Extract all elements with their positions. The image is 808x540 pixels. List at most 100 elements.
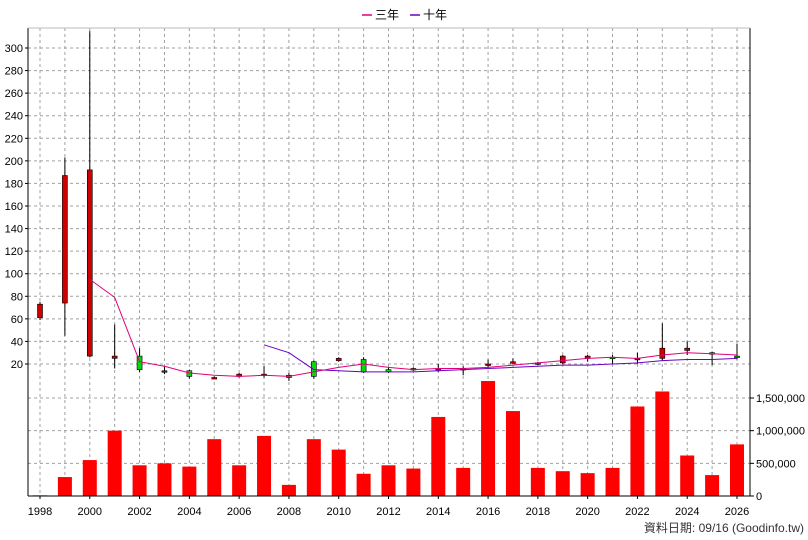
volume-bar-2022 — [630, 406, 645, 496]
volume-tick-label: 500,000 — [756, 458, 796, 470]
volume-tick-label: 1,000,000 — [756, 426, 805, 438]
candle-body — [360, 359, 367, 373]
candles — [37, 31, 740, 381]
candle-body — [485, 363, 491, 366]
volume-bar-2019 — [555, 471, 570, 496]
x-tick-label: 2014 — [426, 506, 450, 518]
legend: 三年 十年 — [362, 8, 447, 22]
volume-bar-2007 — [257, 435, 272, 496]
candle-2000 — [86, 31, 93, 358]
volume-bar-2014 — [431, 416, 446, 496]
candle-body — [111, 355, 118, 359]
price-tick-label: 180 — [5, 178, 23, 190]
candle-2002 — [136, 348, 143, 372]
volume-bar-2011 — [356, 473, 371, 496]
volume-bar-2008 — [281, 484, 296, 496]
volume-bars — [33, 381, 744, 497]
price-tick-label: 200 — [5, 156, 23, 168]
volume-bar-2003 — [157, 463, 172, 496]
volume-bar-2000 — [82, 460, 97, 496]
volume-bar-2005 — [207, 439, 222, 496]
candle-2004 — [186, 369, 193, 379]
volume-bar-2016 — [481, 381, 496, 496]
candle-body — [559, 355, 566, 364]
candle-body — [510, 361, 516, 364]
volume-grid — [28, 397, 750, 464]
x-tick-label: 2018 — [526, 506, 550, 518]
x-tick-label: 2000 — [78, 506, 102, 518]
price-tick-label: 260 — [5, 88, 23, 100]
price-tick-label: 80 — [11, 291, 23, 303]
candle-body — [136, 355, 143, 370]
volume-bar-2002 — [132, 465, 147, 496]
candle-body — [684, 347, 691, 351]
x-tick-label: 2002 — [127, 506, 151, 518]
volume-bar-2018 — [530, 467, 545, 496]
moving-average-lines — [89, 278, 738, 377]
candle-body — [335, 358, 342, 361]
candle-2003 — [161, 366, 168, 375]
x-tick-label: 2010 — [326, 506, 350, 518]
footer-source: (Goodinfo.tw) — [732, 521, 804, 535]
price-tick-label: 40 — [11, 336, 23, 348]
volume-tick-label: 1,500,000 — [756, 393, 805, 405]
x-tick-label: 2008 — [277, 506, 301, 518]
volume-bar-2025 — [705, 475, 720, 496]
volume-tick-label: 0 — [756, 491, 762, 503]
x-tick-label: 1998 — [28, 506, 52, 518]
candle-2001 — [111, 324, 118, 369]
price-tick-label: 20 — [11, 359, 23, 371]
price-tick-label: 140 — [5, 224, 23, 236]
candle-2008 — [286, 373, 292, 381]
price-tick-label: 60 — [11, 314, 23, 326]
ma3-line — [89, 278, 738, 377]
footer-date: 資料日期: 09/16 — [644, 521, 729, 535]
volume-bar-2021 — [605, 467, 620, 496]
price-tick-label: 100 — [5, 269, 23, 281]
candle-2021 — [609, 354, 616, 364]
legend-label-1: 十年 — [423, 8, 447, 22]
footer-date-source: 資料日期: 09/16 (Goodinfo.tw) — [644, 521, 804, 535]
candle-1999 — [62, 157, 68, 336]
volume-bar-2006 — [232, 465, 247, 496]
volume-bar-2009 — [306, 439, 321, 496]
volume-bar-2026 — [730, 444, 744, 496]
x-tick-label: 2022 — [625, 506, 649, 518]
volume-bar-2024 — [680, 455, 695, 496]
price-tick-label: 220 — [5, 133, 23, 145]
price-tick-label: 160 — [5, 201, 23, 213]
candle-body — [62, 175, 68, 304]
volume-bar-2001 — [107, 430, 122, 496]
volume-bar-2023 — [655, 391, 670, 496]
volume-bar-2013 — [406, 468, 421, 496]
candle-body — [734, 355, 740, 358]
x-tick-label: 2026 — [725, 506, 749, 518]
x-axis: 1998 2000 2002 2004 2006 2008 2010 2012 2014 2016… — [28, 496, 749, 518]
volume-bar-2015 — [456, 467, 471, 496]
candle-2005 — [211, 376, 218, 380]
volume-bar-1999 — [57, 477, 72, 496]
x-tick-label: 2024 — [675, 506, 699, 518]
x-tick-label: 2020 — [575, 506, 599, 518]
volume-bar-2010 — [331, 449, 346, 496]
candle-2011 — [360, 357, 367, 374]
price-tick-label: 120 — [5, 246, 23, 258]
candle-body — [211, 377, 218, 380]
candle-2023 — [659, 323, 666, 361]
price-tick-label: 240 — [5, 111, 23, 123]
x-tick-label: 2016 — [476, 506, 500, 518]
candle-2010 — [335, 357, 342, 362]
candle-body — [161, 370, 168, 373]
x-tick-label: 2012 — [376, 506, 400, 518]
volume-bar-2020 — [580, 473, 595, 496]
volume-bar-2012 — [381, 465, 396, 496]
price-tick-label: 300 — [5, 43, 23, 55]
candle-2026 — [734, 343, 740, 360]
x-tick-label: 2006 — [227, 506, 251, 518]
ma10-line — [263, 344, 738, 373]
candle-body — [86, 169, 93, 357]
candle-2017 — [510, 358, 516, 364]
volume-axis: 0 500,000 1,000,000 1,500,000 — [750, 393, 805, 503]
candle-1998 — [37, 301, 43, 320]
